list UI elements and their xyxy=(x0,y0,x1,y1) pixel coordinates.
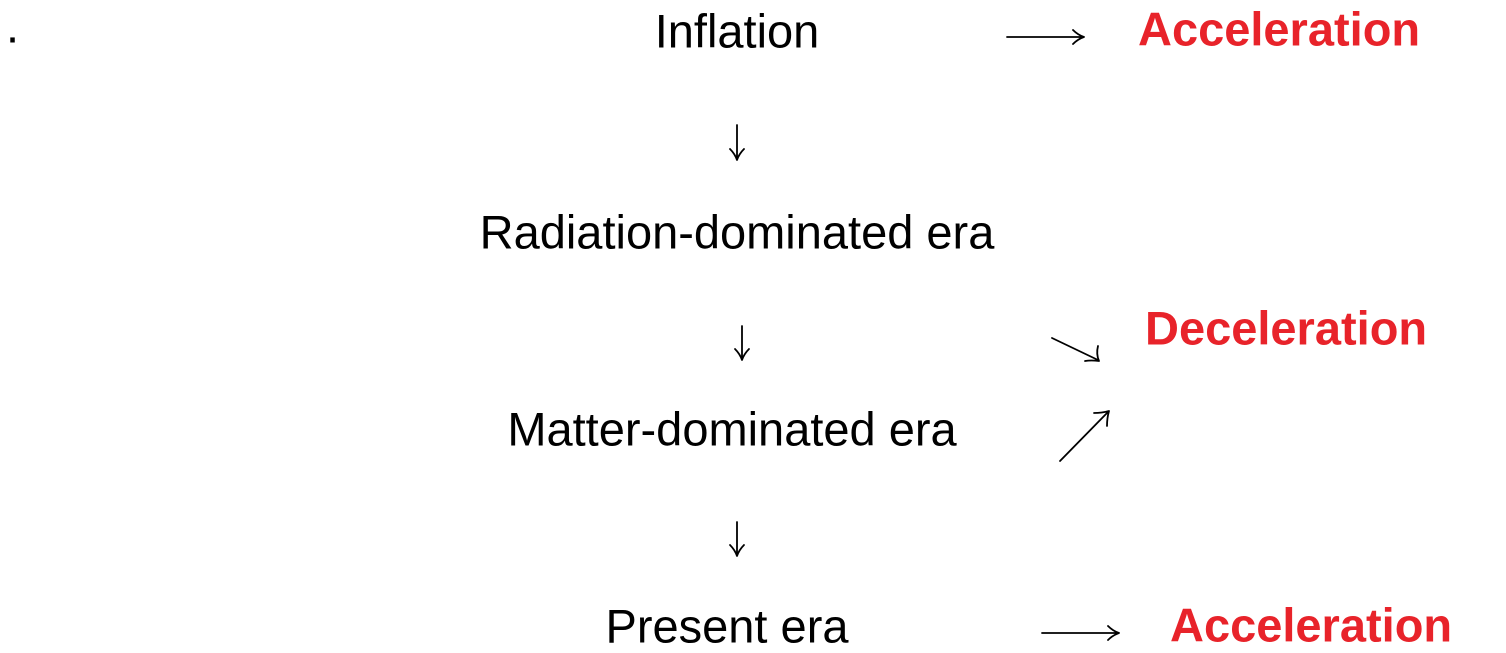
outcome-label: Deceleration xyxy=(1145,301,1427,354)
arrow-down-right xyxy=(1051,337,1100,362)
node-label: Radiation-dominated era xyxy=(480,205,996,258)
node-label: Matter-dominated era xyxy=(507,402,957,455)
outcome-label: Acceleration xyxy=(1138,2,1420,55)
arrow-right xyxy=(1006,29,1085,45)
node-label: Present era xyxy=(606,599,850,652)
marker: . xyxy=(6,0,19,52)
arrow-up-right xyxy=(1059,410,1110,462)
arrow-right xyxy=(1041,625,1120,641)
node-label: Inflation xyxy=(655,4,820,57)
arrow-down xyxy=(729,521,745,557)
arrow-down xyxy=(734,325,750,361)
outcome-label: Acceleration xyxy=(1170,598,1452,651)
arrow-down xyxy=(729,124,745,161)
